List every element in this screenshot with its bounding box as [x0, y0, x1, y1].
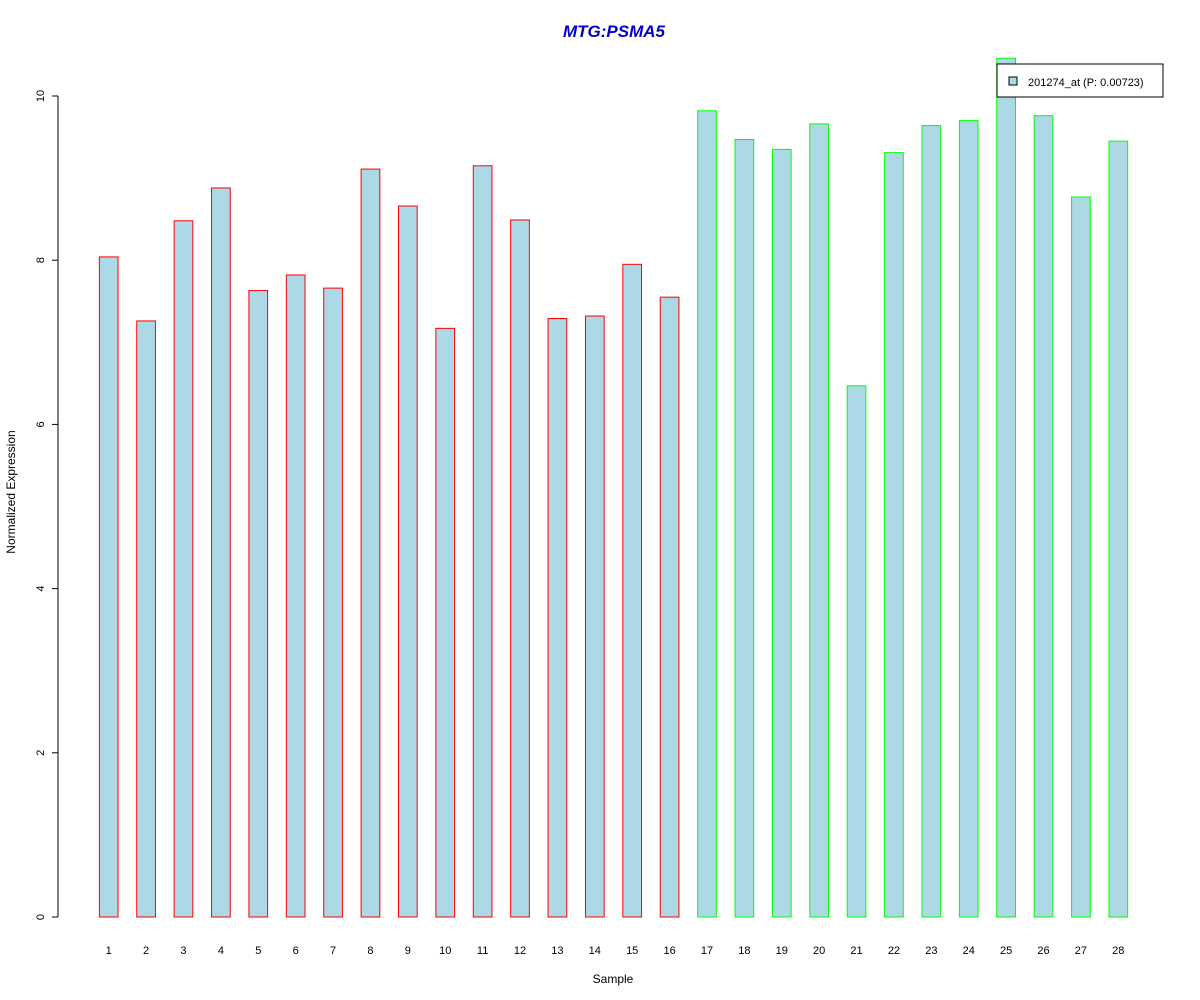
bar [1071, 196, 1091, 918]
bars [98, 57, 1129, 918]
x-tick-label: 20 [813, 945, 825, 957]
legend-swatch [1008, 76, 1018, 86]
y-tick-label: 6 [35, 421, 47, 427]
x-tick-label: 22 [888, 945, 900, 957]
legend-box [996, 63, 1164, 98]
legend: 201274_at (P: 0.00723) [996, 63, 1164, 98]
bar [397, 205, 418, 918]
bar [1108, 140, 1129, 918]
bar [958, 120, 979, 918]
x-tick-label: 14 [589, 945, 601, 957]
y-tick-label: 0 [35, 914, 47, 920]
x-tick-label: 10 [439, 945, 451, 957]
bar [211, 187, 231, 918]
bar [98, 256, 119, 918]
bar [323, 287, 343, 918]
x-tick-label: 26 [1037, 945, 1049, 957]
x-tick-label: 28 [1112, 945, 1124, 957]
y-tick-label: 4 [35, 586, 47, 592]
x-tick-label: 24 [963, 945, 975, 957]
chart-title: MTG:PSMA5 [563, 22, 666, 41]
bar [435, 327, 456, 918]
bar [510, 219, 530, 918]
y-axis: 0 2 4 6 8 10 [35, 90, 59, 920]
bar [884, 152, 904, 918]
bar [734, 139, 755, 918]
bar [584, 315, 605, 918]
bar [285, 274, 306, 918]
x-tick-label: 13 [551, 945, 563, 957]
bar [921, 125, 942, 918]
x-tick-label: 8 [367, 945, 373, 957]
x-tick-label: 21 [850, 945, 862, 957]
x-tick-label: 12 [514, 945, 526, 957]
y-tick-label: 10 [35, 90, 47, 102]
bar [472, 165, 493, 918]
y-tick-label: 8 [35, 257, 47, 263]
x-tick-label: 19 [776, 945, 788, 957]
x-axis-title: Sample [593, 972, 634, 986]
bar [360, 168, 381, 918]
legend-label: 201274_at (P: 0.00723) [1028, 77, 1144, 89]
bar [622, 263, 643, 918]
x-tick-label: 17 [701, 945, 713, 957]
x-tick-label: 7 [330, 945, 336, 957]
y-axis-title: Normalized Expression [4, 430, 18, 553]
bar [248, 290, 269, 918]
x-tick-label: 27 [1075, 945, 1087, 957]
x-tick-labels: 1 2 3 4 5 6 7 8 9 10 11 12 13 14 15 16 17 18 19 20 21 22 23 24 2… [106, 945, 1125, 957]
x-tick-label: 25 [1000, 945, 1012, 957]
x-tick-label: 11 [477, 945, 488, 957]
bar [173, 220, 194, 918]
x-tick-label: 23 [925, 945, 937, 957]
x-tick-label: 1 [106, 945, 112, 957]
y-tick-label: 2 [35, 750, 47, 756]
bar [1033, 115, 1054, 918]
x-tick-label: 6 [293, 945, 299, 957]
x-tick-label: 2 [143, 945, 149, 957]
bar [547, 317, 568, 918]
bar [809, 123, 830, 918]
x-tick-label: 9 [405, 945, 411, 957]
x-tick-label: 3 [180, 945, 186, 957]
x-tick-label: 4 [218, 945, 224, 957]
bar [697, 110, 717, 918]
bar [846, 385, 867, 918]
bar [771, 148, 792, 918]
x-tick-label: 15 [626, 945, 638, 957]
x-tick-label: 5 [255, 945, 261, 957]
bar [996, 57, 1016, 918]
x-tick-label: 16 [663, 945, 675, 957]
bar [659, 296, 680, 918]
x-tick-label: 18 [738, 945, 750, 957]
bar [136, 320, 156, 918]
